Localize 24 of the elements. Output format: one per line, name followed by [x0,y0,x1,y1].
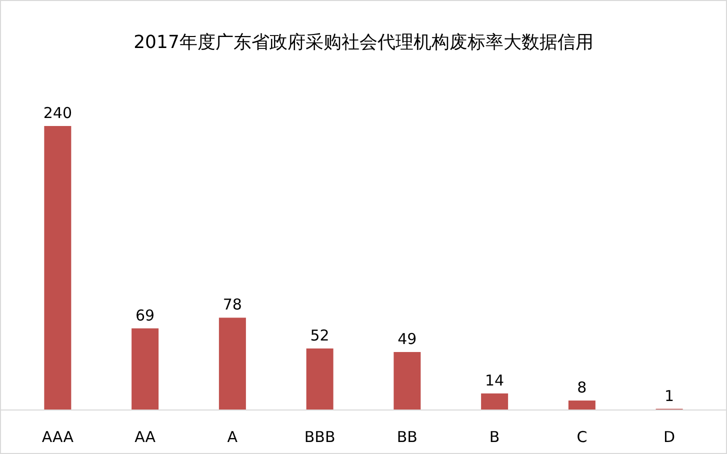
x-tick-label: A [227,428,238,446]
x-tick-label: B [489,428,500,446]
bar [394,352,421,410]
bar [218,318,246,410]
bar [568,400,596,410]
data-label: 240 [43,104,72,122]
data-label: 69 [136,306,155,324]
x-tick-label: AAA [42,428,74,446]
chart-title: 2017年度广东省政府采购社会代理机构废标率大数据信用 [134,32,594,53]
x-tick-label: C [576,428,588,446]
bar [44,126,72,410]
x-tick-label: D [664,428,676,446]
bar [306,348,334,410]
x-tick-label: BBB [304,428,336,446]
data-label: 78 [222,296,242,314]
bar [132,328,159,410]
x-tick-label: AA [134,428,156,446]
data-label: 14 [485,371,504,390]
data-label: 1 [664,386,674,405]
data-label: 49 [398,330,417,348]
x-tick-label: BB [396,428,418,446]
data-label: 8 [577,378,587,397]
data-label: 52 [310,326,330,344]
bar [481,393,508,410]
